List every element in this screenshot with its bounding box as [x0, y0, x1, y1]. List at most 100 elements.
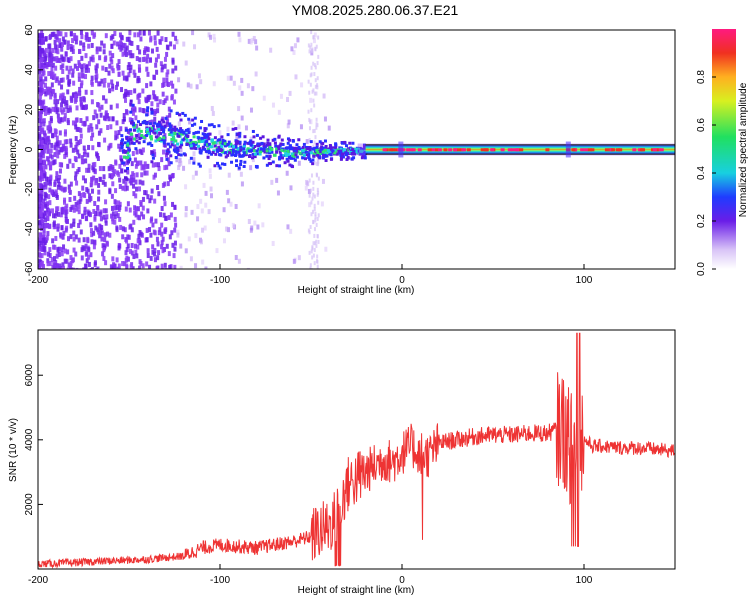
spectrogram-cell: [124, 92, 128, 98]
spectrogram-cell: [64, 32, 68, 38]
spectrogram-cell: [133, 107, 137, 113]
spectrogram-cell: [86, 236, 90, 242]
spectrogram-cell: [329, 153, 333, 157]
spectrogram-cell: [72, 80, 76, 86]
spectrogram-cell: [155, 46, 159, 52]
spectrogram-cell: [123, 97, 127, 103]
spectrogram-cell: [63, 258, 67, 264]
spectrogram-cell: [80, 255, 84, 261]
spectrogram-cell: [257, 147, 261, 151]
spectrogram-cell: [81, 185, 85, 191]
spectrogram-cell: [312, 38, 316, 44]
spectrogram-cell: [75, 141, 79, 147]
spectrogram-cell: [265, 154, 269, 158]
spectrogram-cell: [122, 178, 126, 184]
spectrogram-cell: [322, 146, 326, 150]
spectrogram-cell: [98, 232, 102, 238]
spectrogram-cell: [179, 265, 183, 269]
spectrogram-cell: [251, 140, 255, 144]
spectrogram-cell: [178, 145, 182, 149]
spectrogram-cell: [42, 70, 46, 76]
spectrogram-cell: [305, 179, 309, 185]
spectrogram-cell: [315, 161, 318, 166]
spectrogram-cell: [91, 145, 95, 151]
spectrogram-cell: [96, 211, 100, 217]
spectrogram-cell: [38, 246, 42, 252]
spectrogram-cell: [462, 148, 467, 152]
spectrogram-cell: [113, 199, 117, 205]
spectrogram-cell: [128, 224, 132, 230]
spectrogram-cell: [351, 151, 355, 155]
spectrogram-cell: [75, 105, 79, 111]
spectrogram-cell: [174, 155, 178, 159]
spectrogram-cell: [167, 150, 171, 154]
spectrogram-cell: [120, 134, 124, 138]
spectrogram-cell: [46, 148, 50, 154]
spectrogram-cell: [55, 253, 59, 259]
spectrogram-cell: [61, 63, 65, 69]
spectrogram-cell: [157, 166, 161, 172]
spectrogram-cell: [261, 135, 265, 139]
spectrogram-cell: [60, 247, 64, 253]
spectrogram-cell: [604, 148, 609, 152]
spectrogram-cell: [207, 151, 211, 155]
spectrogram-cell: [225, 189, 229, 195]
spectrogram-cell: [194, 131, 198, 135]
spectrogram-cell: [290, 152, 294, 156]
spectrogram-cell: [213, 144, 217, 148]
spectrogram-cell: [135, 149, 139, 155]
spectrogram-x-tick-label: 100: [576, 275, 593, 286]
snr-frame: [37, 329, 676, 570]
spectrogram-cell: [139, 123, 143, 127]
spectrogram-cell: [135, 56, 139, 62]
spectrogram-cell: [40, 253, 44, 259]
spectrogram-cell: [239, 159, 243, 163]
spectrogram-cell: [160, 205, 164, 211]
spectrogram-cell: [315, 44, 318, 49]
spectrogram-cell: [38, 164, 42, 170]
spectrogram-cell: [43, 240, 47, 246]
spectrogram-cell: [47, 208, 51, 214]
spectrogram-cell: [71, 68, 75, 74]
spectrogram-cell: [186, 134, 190, 138]
spectrogram-cell: [160, 231, 164, 237]
spectrogram-cell: [315, 239, 318, 244]
spectrogram-cell: [251, 156, 255, 160]
spectrogram-cell: [45, 144, 49, 150]
spectrogram-cell: [90, 30, 94, 36]
spectrogram-y-tick-label: -20: [24, 182, 35, 197]
spectrogram-cell: [227, 172, 231, 178]
spectrogram-cell: [89, 252, 93, 258]
spectrogram-cell: [128, 207, 132, 213]
spectrogram-cell: [168, 264, 172, 269]
spectrogram-cell: [79, 100, 83, 106]
spectrogram-cell: [202, 137, 206, 141]
spectrogram-cell: [312, 154, 316, 158]
spectrogram-cell: [66, 267, 70, 269]
spectrogram-cell: [286, 159, 290, 163]
spectrogram-y-tick-label: 60: [24, 24, 35, 36]
spectrogram-cell: [121, 261, 125, 267]
spectrogram-cell: [104, 199, 108, 205]
spectrogram-cell: [338, 151, 342, 155]
spectrogram-cell: [163, 181, 167, 187]
spectrogram-cell: [168, 112, 172, 118]
spectrogram-cell: [125, 255, 129, 261]
spectrogram-cell: [131, 110, 135, 116]
spectrogram-cell: [44, 91, 48, 97]
spectrogram-cell: [46, 231, 50, 237]
spectrogram-cell: [150, 107, 154, 111]
spectrogram-cell: [55, 171, 59, 177]
spectrogram-cell: [48, 161, 52, 167]
spectrogram-cell: [314, 46, 317, 51]
spectrogram-cell: [313, 207, 316, 212]
spectrogram-cell: [652, 148, 657, 152]
spectrogram-cell: [119, 141, 123, 145]
spectrogram-cell: [204, 190, 208, 196]
spectrogram-cell: [133, 72, 137, 78]
spectrogram-cell: [43, 52, 47, 58]
spectrogram-cell: [49, 57, 53, 63]
spectrogram-cell: [427, 148, 432, 152]
spectrogram-cell: [615, 148, 620, 152]
spectrogram-cell: [90, 135, 94, 141]
